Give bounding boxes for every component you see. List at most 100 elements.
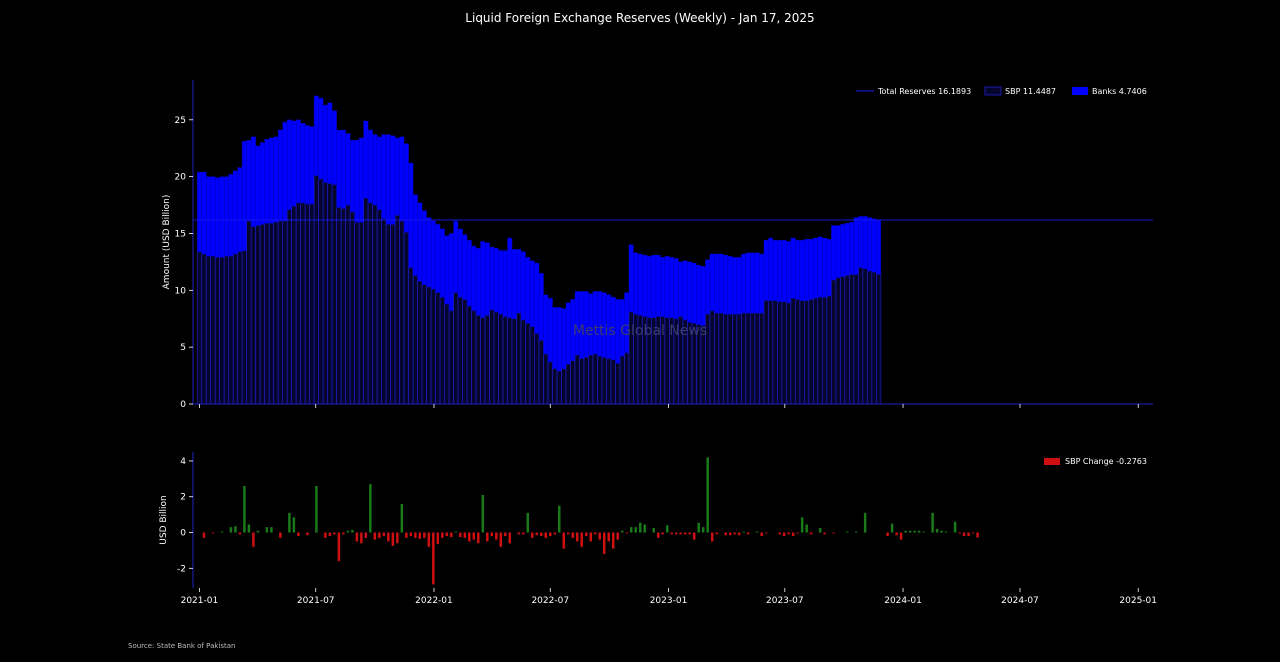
banks-bar (385, 134, 391, 225)
sbp-bar (759, 312, 765, 405)
sbp-bar (345, 204, 351, 405)
banks-bar (529, 260, 535, 327)
sbp-bar (453, 292, 459, 405)
banks-bar (264, 138, 270, 224)
sbp-change-bar (652, 528, 655, 533)
banks-bar (628, 244, 634, 313)
sbp-bar (322, 182, 328, 405)
banks-bar (219, 176, 225, 258)
sbp-bar (205, 255, 211, 405)
sbp-change-bar (463, 532, 467, 538)
sbp-change-bar (967, 532, 970, 537)
bottom-x-tick-label: 2024-01 (884, 596, 922, 606)
banks-bar (736, 257, 742, 315)
sbp-change-bar (211, 532, 215, 534)
banks-bar (201, 171, 207, 255)
banks-bar (840, 224, 846, 277)
sbp-change-bar (364, 532, 368, 538)
banks-bar (273, 136, 279, 223)
sbp-bar (480, 317, 486, 405)
banks-bar (507, 237, 513, 318)
banks-bar (835, 225, 841, 279)
banks-bar (304, 125, 310, 205)
sbp-bar (309, 203, 315, 405)
sbp-bar (466, 305, 472, 405)
sbp-change-bar (746, 532, 750, 535)
sbp-bar (349, 211, 355, 405)
sbp-change-bar (270, 527, 273, 533)
sbp-bar (421, 284, 427, 405)
sbp-change-bar (854, 531, 858, 533)
banks-bar (849, 221, 855, 275)
banks-bar (826, 238, 832, 297)
banks-bar (700, 266, 706, 326)
sbp-bar (529, 326, 535, 405)
sbp-change-bar (252, 532, 255, 547)
sbp-bar (228, 255, 234, 405)
sbp-change-bar (679, 532, 682, 535)
legend-banks-swatch (1072, 87, 1088, 95)
sbp-change-bar (692, 532, 696, 540)
sbp-change-bar (791, 532, 795, 537)
bottom-x-tick-label: 2023-01 (650, 596, 688, 606)
sbp-change-bar (220, 531, 224, 533)
sbp-bar (565, 363, 571, 405)
banks-bar (349, 140, 355, 213)
sbp-change-bar (755, 531, 759, 533)
sbp-change-bar (409, 532, 413, 537)
sbp-bar (763, 300, 769, 405)
sbp-bar (750, 312, 756, 405)
sbp-bar (286, 209, 292, 405)
banks-bar (313, 95, 319, 176)
sbp-change-bar (288, 512, 291, 533)
sbp-change-bar (522, 532, 525, 535)
sbp-bar (813, 297, 819, 405)
sbp-change-bar (935, 528, 939, 533)
sbp-change-bar (683, 532, 687, 535)
banks-bar (673, 258, 679, 319)
sbp-change-bar (454, 531, 458, 533)
sbp-bar (291, 205, 297, 405)
sbp-change-bar (517, 532, 521, 535)
sbp-change-bar (621, 530, 624, 533)
banks-bar (259, 142, 265, 225)
sbp-change-bar (342, 532, 345, 535)
sbp-change-bar (701, 527, 705, 533)
sbp-change-bar (670, 532, 673, 535)
sbp-change-bar (234, 526, 237, 533)
sbp-bar (709, 310, 715, 405)
sbp-bar (475, 315, 481, 405)
banks-bar (408, 162, 414, 268)
sbp-change-bar (634, 527, 637, 533)
sbp-change-bar (953, 521, 957, 533)
sbp-change-bar (423, 532, 426, 538)
banks-bar (871, 218, 877, 273)
sbp-bar (439, 296, 445, 405)
sbp-change-bar (544, 532, 548, 538)
sbp-bar (210, 255, 216, 405)
sbp-bar (430, 288, 436, 405)
sbp-bar (259, 224, 265, 405)
sbp-bar (538, 340, 544, 405)
sbp-bar (304, 203, 310, 405)
sbp-bar (561, 368, 567, 405)
sbp-bar (871, 271, 877, 405)
sbp-bar (525, 322, 531, 405)
sbp-change-bar (355, 532, 359, 542)
sbp-change-bar (202, 532, 206, 538)
sbp-change-bar (337, 532, 341, 562)
bottom-x-tick-label: 2022-01 (415, 596, 453, 606)
sbp-bar (268, 222, 274, 405)
banks-bar (358, 137, 364, 223)
banks-bar (435, 224, 441, 293)
sbp-bar (606, 358, 612, 405)
sbp-bar (376, 209, 382, 405)
banks-bar (336, 129, 342, 208)
banks-bar (367, 129, 373, 203)
sbp-change-bar (940, 530, 943, 533)
banks-bar (732, 257, 738, 315)
sbp-change-bar (567, 532, 570, 535)
sbp-bar (511, 318, 517, 405)
sbp-bar (826, 295, 832, 405)
